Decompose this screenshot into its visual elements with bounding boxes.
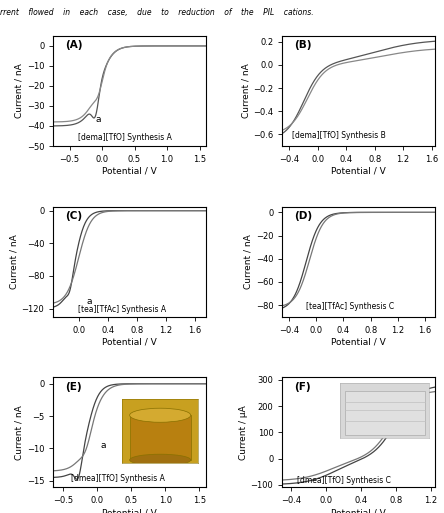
Text: [tea][TfAc] Synthesis C: [tea][TfAc] Synthesis C — [306, 302, 394, 310]
Text: a: a — [101, 442, 106, 450]
Text: (F): (F) — [295, 382, 311, 391]
Y-axis label: Current / nA: Current / nA — [242, 64, 250, 119]
Y-axis label: Current / µA: Current / µA — [239, 405, 248, 460]
Text: (B): (B) — [295, 41, 312, 50]
Text: [dmea][TfO] Synthesis C: [dmea][TfO] Synthesis C — [297, 477, 390, 485]
X-axis label: Potential / V: Potential / V — [331, 167, 386, 176]
Text: [dmea][TfO] Synthesis A: [dmea][TfO] Synthesis A — [71, 474, 165, 483]
Y-axis label: Current / nA: Current / nA — [15, 64, 24, 119]
Text: (C): (C) — [66, 211, 83, 221]
X-axis label: Potential / V: Potential / V — [102, 338, 157, 346]
Text: a: a — [95, 115, 101, 124]
X-axis label: Potential / V: Potential / V — [102, 167, 157, 176]
Text: (E): (E) — [66, 382, 82, 391]
Y-axis label: Current / nA: Current / nA — [10, 234, 19, 289]
Text: [tea][TfAc] Synthesis A: [tea][TfAc] Synthesis A — [78, 305, 166, 314]
Text: (D): (D) — [295, 211, 313, 221]
Text: a: a — [86, 298, 91, 306]
Text: [dema][TfO] Synthesis A: [dema][TfO] Synthesis A — [78, 133, 172, 142]
X-axis label: Potential / V: Potential / V — [331, 508, 386, 513]
Y-axis label: Current / nA: Current / nA — [244, 234, 253, 289]
Y-axis label: Current / nA: Current / nA — [15, 405, 24, 460]
Text: rrent    flowed    in    each    case,    due    to    reduction    of    the   : rrent flowed in each case, due to reduct… — [0, 8, 313, 17]
X-axis label: Potential / V: Potential / V — [331, 338, 386, 346]
Text: [dema][TfO] Synthesis B: [dema][TfO] Synthesis B — [292, 131, 386, 140]
Text: (A): (A) — [66, 41, 83, 50]
X-axis label: Potential / V: Potential / V — [102, 508, 157, 513]
